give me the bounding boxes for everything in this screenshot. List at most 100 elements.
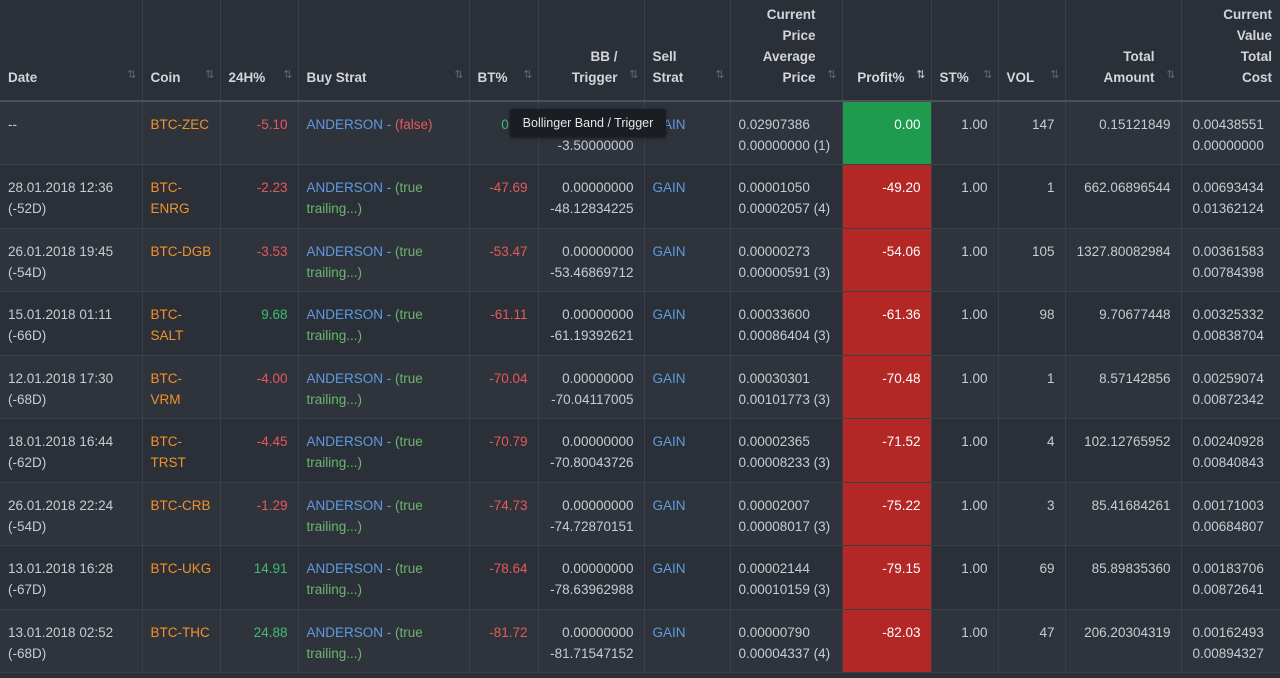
change-24h: -4.45 [256, 434, 288, 449]
sort-icon[interactable]: ⇅ [1166, 69, 1175, 81]
current-price: 0.00002144 [738, 561, 810, 576]
volume: 1 [1046, 180, 1055, 195]
bt-cell: -74.73 [469, 482, 539, 546]
col-header-price[interactable]: Current Price Average Price ⇅ [730, 0, 843, 102]
profit-cell: -71.52 [842, 418, 932, 483]
date-cell: 13.01.2018 02:52 (-68D) [0, 609, 143, 673]
change-24h-cell: 9.68 [220, 291, 299, 356]
total-cost: 0.01362124 [1192, 201, 1264, 216]
sort-icon[interactable]: ⇅ [715, 69, 724, 81]
strategy-flag: (true trailing...) [306, 180, 423, 216]
table-row[interactable]: -- BTC-ZEC -5.10 ANDERSON - (false) 0.00… [0, 101, 1280, 165]
change-24h-cell: 24.88 [220, 609, 299, 673]
value-cost-cell: 0.00438551 0.00000000 [1181, 101, 1280, 165]
vol-cell: 4 [998, 418, 1066, 483]
table-row[interactable]: 28.01.2018 12:36 (-52D) BTC-ENRG -2.23 AN… [0, 164, 1280, 229]
col-header-bb-trigger[interactable]: BB / Trigger ⇅ [538, 0, 645, 102]
st-cell: 1.00 [931, 609, 999, 673]
col-header-total-amount[interactable]: Total Amount ⇅ [1065, 0, 1182, 102]
value-cost-cell: 0.00171003 0.00684807 [1181, 482, 1280, 546]
table-row[interactable]: 15.01.2018 01:11 (-66D) BTC-SALT 9.68 AND… [0, 291, 1280, 356]
date-cell: 26.01.2018 22:24 (-54D) [0, 482, 143, 546]
vol-cell: 98 [998, 291, 1066, 356]
buy-strat-cell: ANDERSON - (true trailing...) [298, 418, 470, 483]
sort-icon[interactable]: ⇅ [454, 69, 463, 81]
col-header-coin[interactable]: Coin ⇅ [142, 0, 221, 102]
bt-percent: -53.47 [489, 243, 528, 259]
col-header-buy-strat[interactable]: Buy Strat ⇅ [298, 0, 470, 102]
buy-strategy: ANDERSON [306, 434, 384, 449]
sort-icon[interactable]: ⇅ [983, 69, 992, 81]
coin-pair: BTC-ZEC [150, 117, 210, 132]
amount-cell: 1327.80082984 [1065, 228, 1182, 292]
table-row[interactable]: 26.01.2018 19:45 (-54D) BTC-DGB -3.53 AND… [0, 228, 1280, 292]
col-header-bt[interactable]: BT% ⇅ [469, 0, 539, 102]
sort-icon[interactable]: ⇅ [827, 69, 836, 81]
value-cost-cell: 0.00325332 0.00838704 [1181, 291, 1280, 356]
buy-strat-cell: ANDERSON - (true trailing...) [298, 609, 470, 673]
profit-cell: -79.15 [842, 545, 932, 610]
amount-cell: 9.70677448 [1065, 291, 1182, 356]
profit-percent: -61.36 [882, 307, 921, 322]
vol-cell: 105 [998, 228, 1066, 292]
vol-cell: 147 [998, 101, 1066, 165]
buy-strategy: ANDERSON [306, 561, 384, 576]
date-cell: 28.01.2018 12:36 (-52D) [0, 164, 143, 229]
buy-strat-cell: ANDERSON - (true trailing...) [298, 291, 470, 356]
table-row[interactable]: 13.01.2018 02:52 (-68D) BTC-THC 24.88 AND… [0, 609, 1280, 673]
sort-icon[interactable]: ⇅ [205, 69, 214, 81]
strategy-flag: (true trailing...) [306, 497, 423, 534]
profit-cell: 0.00 [842, 101, 932, 165]
sort-icon[interactable]: ⇅ [127, 69, 136, 81]
current-price: 0.00002365 [738, 434, 810, 449]
trigger-value: -61.19392621 [550, 328, 634, 343]
price-cell: 0.00001050 0.00002057 (4) [730, 164, 843, 229]
col-header-profit[interactable]: Profit% ⇅ [842, 0, 932, 102]
bollinger-band: 0.00000000 [562, 243, 634, 259]
strategy-separator: - [383, 370, 396, 386]
col-header-date[interactable]: Date ⇅ [0, 0, 143, 102]
sort-icon[interactable]: ⇅ [523, 69, 532, 81]
st-percent: 1.00 [961, 370, 988, 386]
strategy-flag: (false) [395, 117, 433, 132]
table-row[interactable]: 12.01.2018 17:30 (-68D) BTC-VRM -4.00 AND… [0, 355, 1280, 419]
total-cost: 0.00784398 [1192, 264, 1264, 280]
table-row[interactable]: 13.01.2018 16:28 (-67D) BTC-UKG 14.91 AND… [0, 545, 1280, 610]
coin-cell: BTC-UKG [142, 545, 221, 610]
sort-icon[interactable]: ⇅ [629, 69, 638, 81]
sort-icon[interactable]: ⇅ [916, 69, 925, 81]
current-price: 0.02907386 [738, 117, 810, 132]
strategy-flag: (true trailing...) [306, 307, 423, 343]
price-cell: 0.00000273 0.00000591 (3) [730, 228, 843, 292]
volume: 105 [1031, 243, 1055, 259]
amount-cell: 662.06896544 [1065, 164, 1182, 229]
table-row[interactable]: 26.01.2018 22:24 (-54D) BTC-CRB -1.29 AND… [0, 482, 1280, 546]
sell-strategy: GAIN [652, 497, 686, 513]
sell-strat-cell: GAIN [644, 164, 731, 229]
strategy-flag: (true trailing...) [306, 243, 423, 280]
st-percent: 1.00 [961, 117, 988, 132]
col-header-24h[interactable]: 24H% ⇅ [220, 0, 299, 102]
bt-percent: -81.72 [489, 624, 528, 640]
table-row[interactable]: 18.01.2018 16:44 (-62D) BTC-TRST -4.45 AN… [0, 418, 1280, 483]
sort-icon[interactable]: ⇅ [1050, 69, 1059, 81]
sort-icon[interactable]: ⇅ [283, 69, 292, 81]
coin-pair: BTC-CRB [150, 497, 211, 513]
col-header-sell-strat[interactable]: Sell Strat ⇅ [644, 0, 731, 102]
col-header-st[interactable]: ST% ⇅ [931, 0, 999, 102]
sell-strat-cell: GAIN [644, 482, 731, 546]
coin-cell: BTC-ENRG [142, 164, 221, 229]
current-price: 0.00000273 [738, 243, 810, 259]
price-cell: 0.00030301 0.00101773 (3) [730, 355, 843, 419]
bt-cell: -70.79 [469, 418, 539, 483]
col-header-value-cost[interactable]: Current Value Total Cost [1181, 0, 1280, 102]
bt-percent: -74.73 [489, 497, 528, 513]
sell-strategy: GAIN [652, 307, 686, 322]
col-header-vol[interactable]: VOL ⇅ [998, 0, 1066, 102]
price-cell: 0.00002365 0.00008233 (3) [730, 418, 843, 483]
sell-strat-cell: GAIN [644, 609, 731, 673]
current-price: 0.00002007 [738, 497, 810, 513]
st-cell: 1.00 [931, 482, 999, 546]
profit-percent: -79.15 [882, 561, 921, 576]
sell-strategy: GAIN [652, 561, 686, 576]
